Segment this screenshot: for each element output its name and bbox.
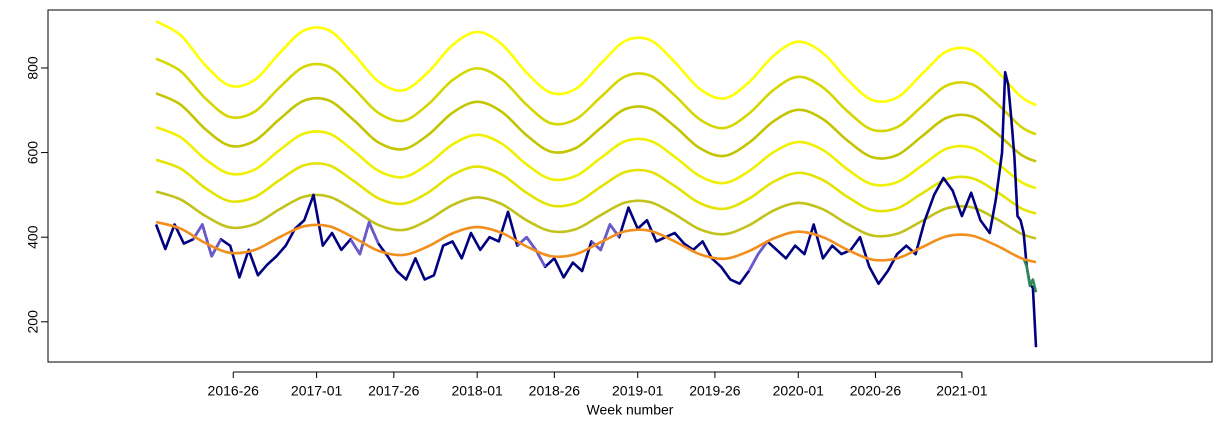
x-tick-label: 2021-01 xyxy=(936,383,988,399)
series-line xyxy=(349,221,380,256)
x-tick-label: 2020-26 xyxy=(850,383,902,399)
series-line xyxy=(155,190,1037,240)
y-tick-label: 400 xyxy=(25,225,41,249)
series-line xyxy=(155,125,1037,190)
series-line xyxy=(155,158,1037,215)
x-tick-label: 2017-26 xyxy=(368,383,420,399)
x-tick-label: 2018-26 xyxy=(529,383,581,399)
series-line xyxy=(192,223,223,258)
x-tick-label: 2016-26 xyxy=(208,383,260,399)
x-tick-label: 2018-01 xyxy=(451,383,503,399)
series-line xyxy=(155,92,1037,163)
x-tick-label: 2020-01 xyxy=(773,383,825,399)
y-tick-label: 200 xyxy=(25,310,41,334)
series-line xyxy=(516,235,547,268)
x-tick-label: 2019-26 xyxy=(689,383,741,399)
series-line xyxy=(155,220,1037,264)
series-line xyxy=(155,20,1037,107)
series-line xyxy=(154,70,1038,348)
series-line xyxy=(747,240,769,272)
y-tick-label: 800 xyxy=(25,56,41,80)
x-tick-label: 2017-01 xyxy=(291,383,343,399)
x-axis-label: Week number xyxy=(587,402,674,418)
x-tick-label: 2019-01 xyxy=(612,383,664,399)
series-line xyxy=(1022,257,1038,293)
plot-frame xyxy=(47,9,1213,363)
series-line xyxy=(155,57,1037,136)
y-tick-label: 600 xyxy=(25,141,41,165)
